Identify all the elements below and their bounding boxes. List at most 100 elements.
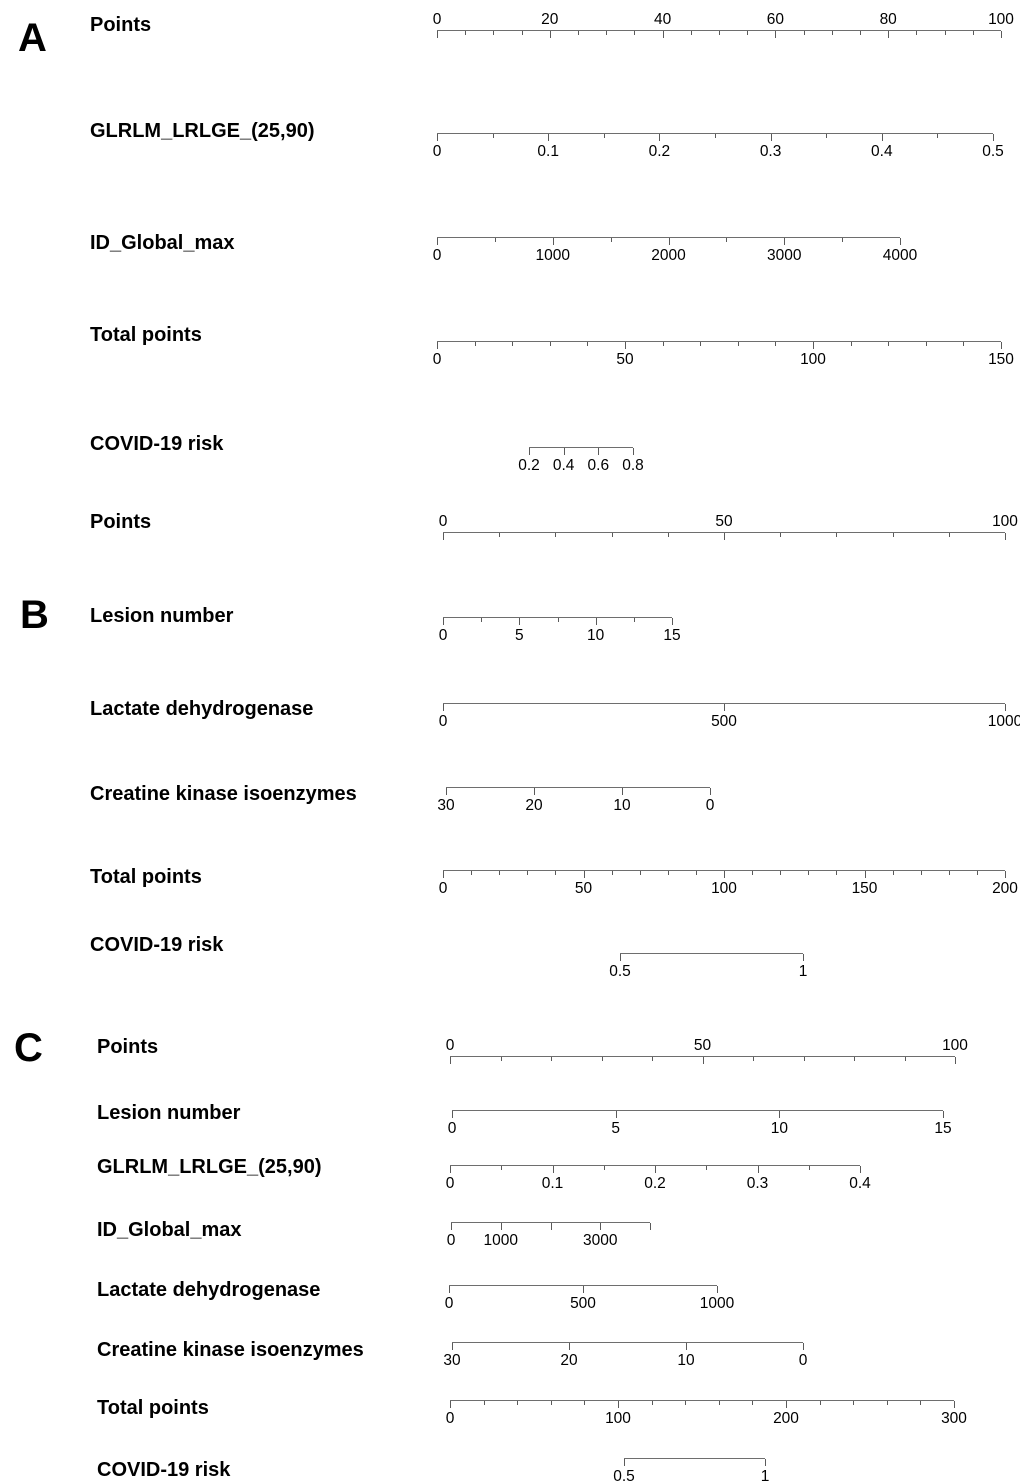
tick-label: 20 xyxy=(560,1352,578,1369)
tick-major xyxy=(622,788,623,795)
row-label-b-points: Points xyxy=(90,511,152,533)
axis-b-total-points: 0 50 100 150 200 xyxy=(439,870,1018,896)
tick-label: 0 xyxy=(705,797,715,814)
row-label-b-covid-19-risk: COVID-19 risk xyxy=(90,934,224,956)
tick-major xyxy=(549,31,551,38)
tick-label: 0.5 xyxy=(609,963,631,980)
tick-label: 10 xyxy=(587,627,605,644)
tick-minor xyxy=(775,342,777,346)
tick-label: 0.4 xyxy=(552,457,575,474)
tick-minor xyxy=(465,31,467,35)
tick-major xyxy=(864,871,866,878)
tick-major xyxy=(1001,31,1002,38)
panel-letter-C: C xyxy=(14,1026,43,1070)
axis-c-glrlm-lrlge-25-90: 0 0.1 0.2 0.3 0.4 xyxy=(446,1165,871,1191)
axis-c-creatine-kinase-isoenzymes: 30 20 10 0 xyxy=(443,1342,807,1368)
tick-minor xyxy=(500,1057,502,1061)
row-label-b-total-points: Total points xyxy=(90,866,202,888)
tick-major xyxy=(569,1343,570,1350)
tick-label: 0.2 xyxy=(644,1175,666,1192)
tick-label: 0 xyxy=(438,713,448,730)
tick-minor xyxy=(634,31,636,35)
tick-major xyxy=(615,1111,617,1118)
tick-label: 0 xyxy=(447,1120,457,1137)
row-label-c-lesion-number: Lesion number xyxy=(97,1102,241,1124)
tick-label: 1000 xyxy=(987,713,1020,730)
tick-minor xyxy=(860,31,861,35)
tick-minor xyxy=(521,31,523,35)
tick-minor xyxy=(831,31,833,35)
tick-major xyxy=(443,618,444,625)
tick-label: 5 xyxy=(611,1120,620,1137)
tick-minor xyxy=(916,31,918,35)
tick-minor xyxy=(549,342,551,346)
tick-label: 0.2 xyxy=(648,143,671,160)
tick-label: 0.4 xyxy=(871,143,893,160)
tick-minor xyxy=(892,871,894,875)
tick-minor xyxy=(517,1401,519,1405)
row-label-a-covid-19-risk: COVID-19 risk xyxy=(90,433,224,455)
tick-major xyxy=(624,1459,625,1466)
tick-minor xyxy=(587,342,589,346)
tick-label: 15 xyxy=(934,1120,952,1137)
axis-a-id-global-max: 0 1000 2000 3000 4000 xyxy=(433,237,917,263)
tick-major xyxy=(803,954,804,961)
tick-minor xyxy=(944,31,946,35)
tick-minor xyxy=(808,1166,810,1170)
tick-minor xyxy=(808,871,810,875)
axis-b-creatine-kinase-isoenzymes: 30 20 10 0 xyxy=(437,787,714,813)
tick-minor xyxy=(948,871,950,875)
tick-minor xyxy=(499,533,501,537)
row-label-c-covid-19-risk: COVID-19 risk xyxy=(97,1459,231,1481)
tick-label: 500 xyxy=(570,1295,596,1312)
tick-label: 0.5 xyxy=(613,1468,635,1482)
tick-label: 200 xyxy=(992,880,1018,897)
tick-minor xyxy=(706,1166,708,1170)
tick-label: 10 xyxy=(770,1120,788,1137)
tick-label: 100 xyxy=(711,880,737,897)
tick-major xyxy=(1005,533,1006,540)
tick-major xyxy=(686,1343,687,1350)
tick-label: 1000 xyxy=(535,247,570,264)
tick-major xyxy=(618,1401,619,1408)
tick-major xyxy=(519,618,521,625)
tick-major xyxy=(784,238,786,245)
tick-label: 0.5 xyxy=(982,143,1004,160)
tick-minor xyxy=(803,1057,805,1061)
tick-label: 0 xyxy=(445,1175,455,1192)
row-label-c-total-points: Total points xyxy=(97,1397,209,1419)
tick-minor xyxy=(555,871,557,875)
tick-minor xyxy=(925,342,927,346)
axis-c-lactate-dehydrogenase: 0 500 1000 xyxy=(445,1285,734,1311)
tick-label: 500 xyxy=(711,713,737,730)
tick-label: 0 xyxy=(432,143,442,160)
tick-minor xyxy=(601,1057,603,1061)
panel-letter-A: A xyxy=(18,16,47,60)
tick-minor xyxy=(501,1166,503,1170)
tick-minor xyxy=(976,871,978,875)
tick-major xyxy=(702,1057,704,1064)
tick-minor xyxy=(850,342,852,346)
tick-major xyxy=(600,1223,602,1230)
tick-minor xyxy=(963,342,965,346)
tick-major xyxy=(724,704,725,711)
tick-major xyxy=(443,871,444,878)
row-label-c-creatine-kinase-isoenzymes: Creatine kinase isoenzymes xyxy=(97,1339,364,1361)
tick-label: 50 xyxy=(616,351,634,368)
row-label-c-lactate-dehydrogenase: Lactate dehydrogenase xyxy=(97,1279,321,1301)
tick-minor xyxy=(826,134,828,138)
axis-a-covid-19-risk: 0.2 0.4 0.6 0.8 xyxy=(518,447,644,473)
tick-label: 300 xyxy=(941,1410,967,1427)
tick-minor xyxy=(752,1401,754,1405)
tick-major xyxy=(672,618,673,625)
tick-major xyxy=(813,342,814,349)
tick-label: 0 xyxy=(438,512,448,530)
tick-minor xyxy=(494,238,496,242)
tick-minor xyxy=(652,1057,653,1061)
tick-major xyxy=(437,238,438,245)
tick-major xyxy=(765,1459,766,1466)
tick-minor xyxy=(700,342,702,346)
tick-label: 50 xyxy=(715,512,733,530)
tick-minor xyxy=(904,1057,906,1061)
